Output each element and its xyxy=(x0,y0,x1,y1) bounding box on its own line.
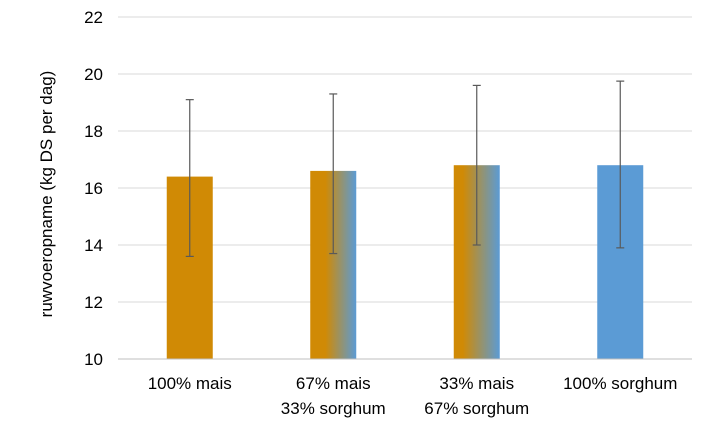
y-tick-label: 18 xyxy=(84,122,103,141)
error-bar xyxy=(472,84,481,246)
y-tick-label: 10 xyxy=(84,350,103,369)
error-bar xyxy=(616,80,625,249)
y-tick-label: 20 xyxy=(84,65,103,84)
y-tick-label: 22 xyxy=(84,8,103,27)
y-tick-label: 12 xyxy=(84,293,103,312)
x-tick-label: 33% sorghum xyxy=(281,399,386,418)
x-tick-label: 100% sorghum xyxy=(563,374,677,393)
y-tick-label: 16 xyxy=(84,179,103,198)
x-tick-label: 33% mais xyxy=(439,374,514,393)
gridlines xyxy=(118,16,692,303)
x-tick-label: 100% mais xyxy=(148,374,232,393)
error-bars xyxy=(185,80,625,257)
x-tick-label: 67% mais xyxy=(296,374,371,393)
bars xyxy=(166,165,644,359)
error-bar xyxy=(329,93,338,255)
error-bar xyxy=(185,99,194,257)
x-tick-label: 67% sorghum xyxy=(424,399,529,418)
y-axis-tick-labels: 10 12 14 16 18 20 22 xyxy=(84,8,103,369)
y-tick-label: 14 xyxy=(84,236,103,255)
x-axis-tick-labels: 100% mais 67% mais 33% sorghum 33% mais 67% … xyxy=(148,374,678,418)
y-axis-title: ruwvoeropname (kg DS per dag) xyxy=(37,71,56,318)
